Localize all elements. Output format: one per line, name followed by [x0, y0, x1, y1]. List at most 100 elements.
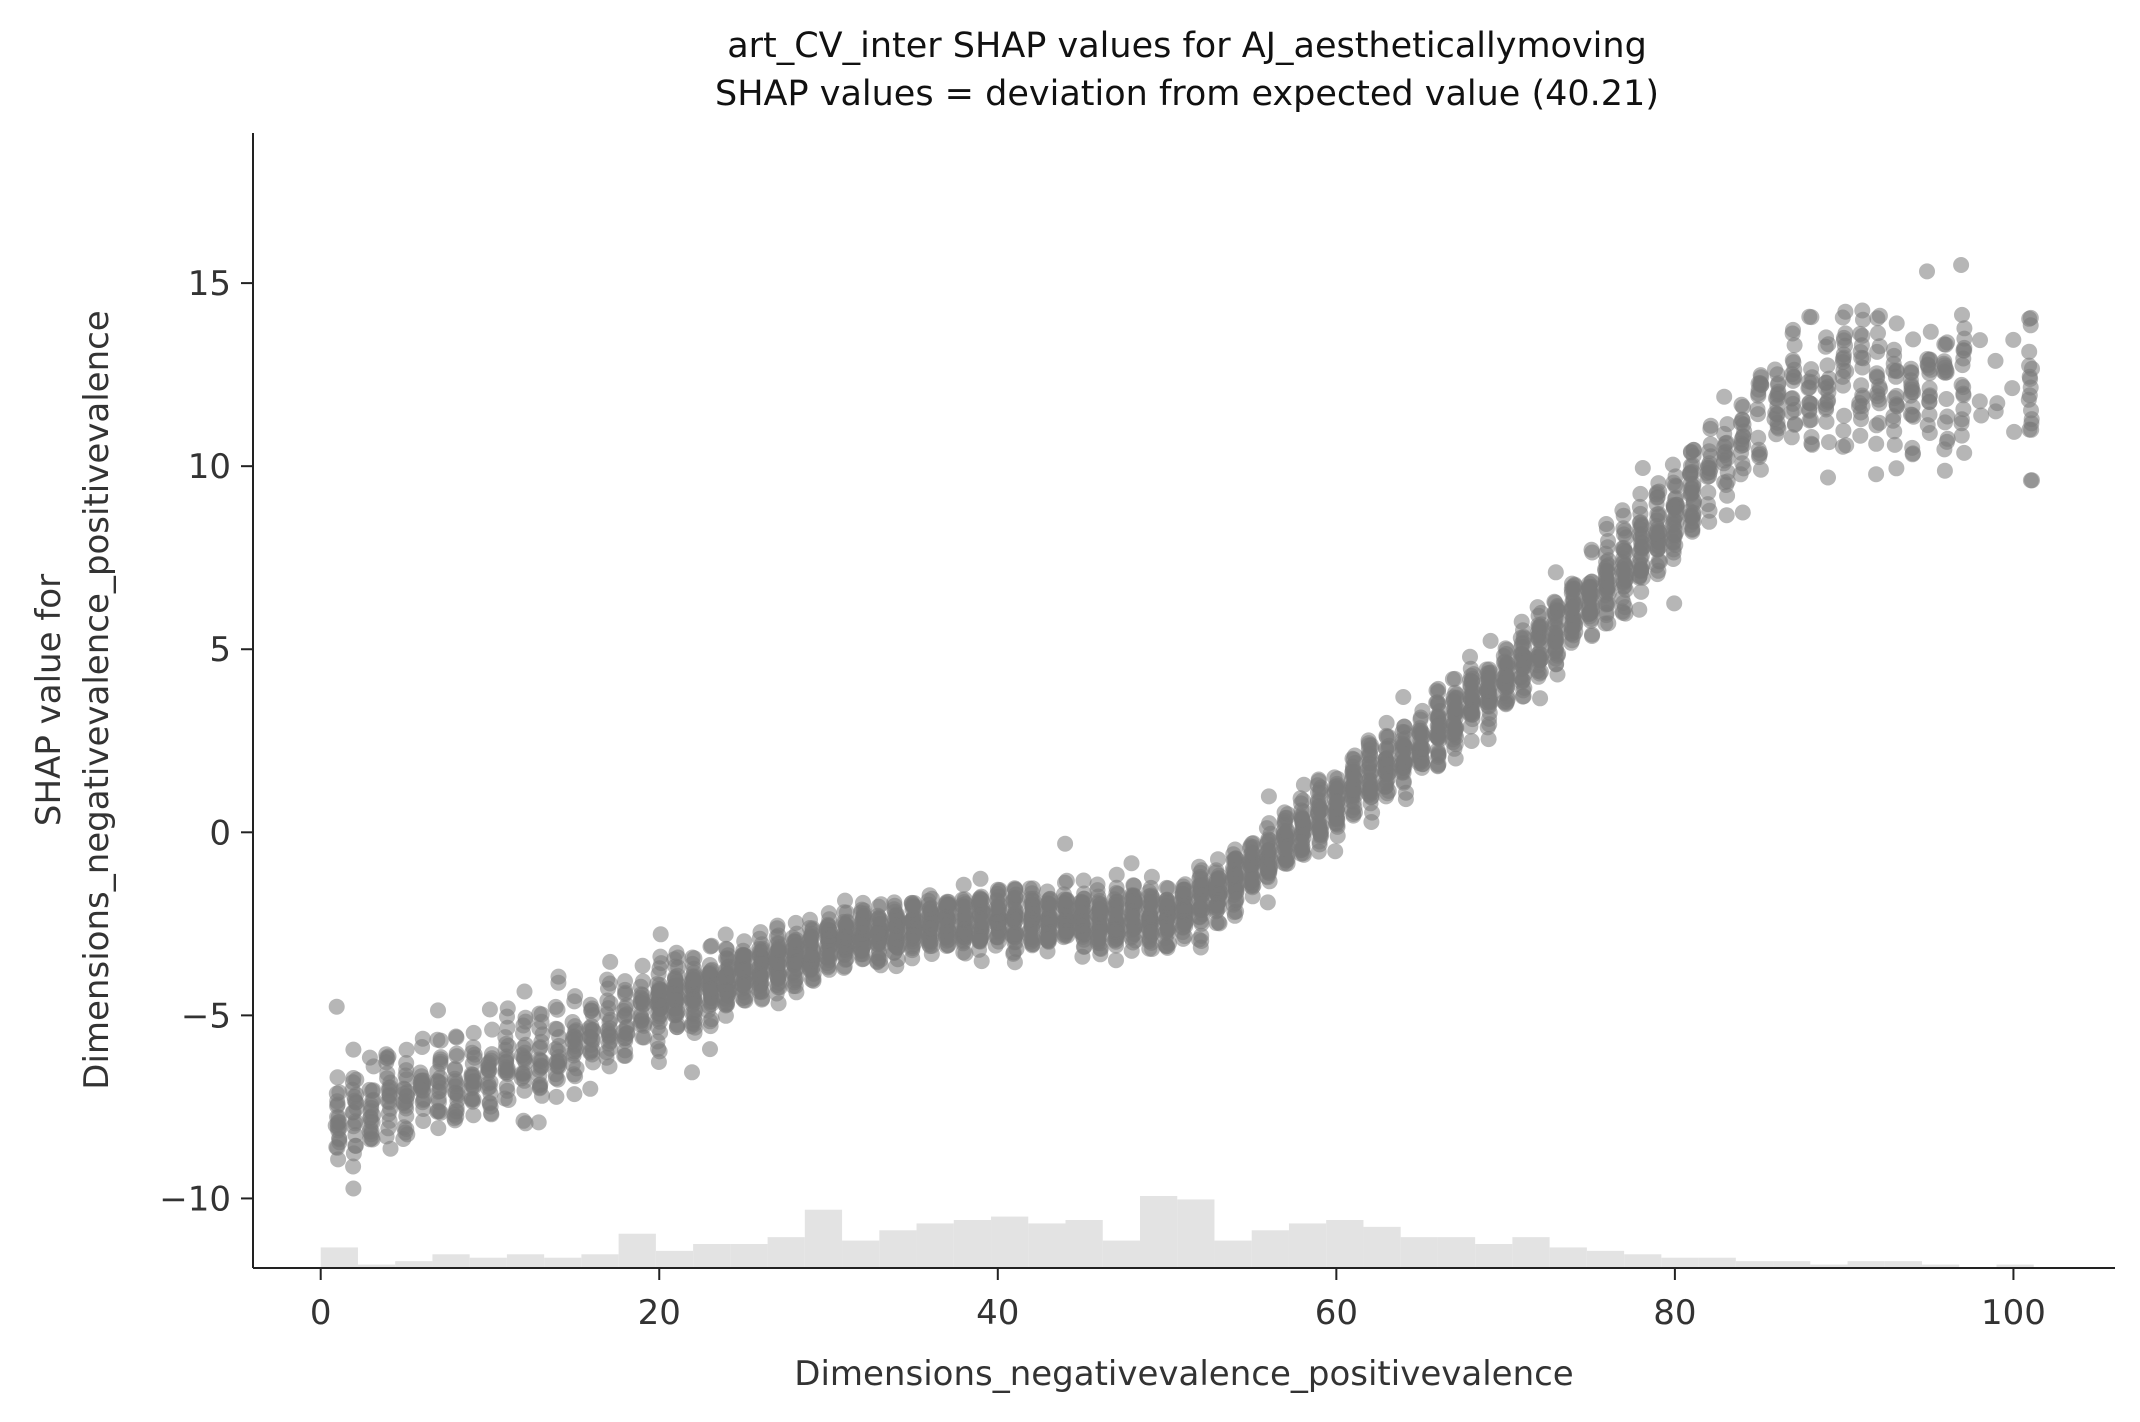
- scatter-point: [532, 1039, 549, 1056]
- scatter-point: [465, 1024, 482, 1041]
- scatter-point: [1428, 694, 1445, 711]
- scatter-point: [1564, 599, 1581, 616]
- scatter-point: [771, 954, 787, 971]
- scatter-point: [1648, 524, 1665, 540]
- scatter-point: [2022, 309, 2039, 326]
- scatter-point: [1210, 851, 1226, 868]
- scatter-point: [1329, 816, 1346, 833]
- scatter-point: [1973, 407, 1990, 424]
- scatter-point: [1888, 315, 1905, 332]
- histogram-bar: [1512, 1237, 1550, 1268]
- scatter-point: [636, 1029, 653, 1046]
- scatter-point: [1413, 750, 1430, 767]
- scatter-point: [1919, 356, 1936, 373]
- scatter-point: [686, 991, 703, 1008]
- scatter-point: [1344, 750, 1361, 767]
- y-tick-label: 5: [209, 630, 231, 670]
- scatter-point: [1953, 427, 1970, 444]
- histogram-bar: [581, 1254, 619, 1268]
- scatter-point: [1633, 516, 1650, 533]
- histogram-bar: [1698, 1257, 1736, 1268]
- y-tick-label: 15: [188, 264, 231, 304]
- scatter-point: [1109, 886, 1126, 902]
- x-tick-label: 80: [1653, 1293, 1696, 1333]
- histogram-bar: [1102, 1240, 1140, 1268]
- scatter-point: [1007, 902, 1024, 919]
- scatter-point: [1750, 429, 1767, 446]
- x-tick-label: 60: [1315, 1293, 1358, 1333]
- scatter-point: [1127, 917, 1144, 934]
- scatter-point: [1854, 359, 1871, 376]
- scatter-point: [601, 1058, 618, 1075]
- histogram-bar: [1773, 1261, 1811, 1268]
- scatter-point: [1665, 551, 1682, 567]
- scatter-point: [1360, 737, 1377, 754]
- scatter-point: [566, 993, 583, 1010]
- scatter-point: [719, 995, 735, 1011]
- scatter-point: [601, 975, 618, 992]
- scatter-point: [973, 953, 990, 970]
- scatter-point: [837, 892, 853, 909]
- scatter-point: [1497, 653, 1514, 670]
- scatter-point: [1329, 827, 1346, 844]
- scatter-point: [1752, 461, 1769, 478]
- scatter-point: [1785, 354, 1802, 371]
- scatter-point: [1210, 870, 1227, 886]
- scatter-point: [2021, 343, 2038, 360]
- scatter-point: [1819, 357, 1836, 374]
- scatter-point: [481, 1001, 498, 1018]
- scatter-point: [547, 1041, 564, 1058]
- scatter-point: [432, 1049, 449, 1066]
- scatter-point: [1752, 445, 1769, 462]
- scatter-point: [652, 926, 669, 943]
- scatter-point: [1093, 905, 1110, 922]
- scatter-point: [1123, 929, 1140, 946]
- scatter-point: [602, 953, 619, 970]
- scatter-point: [1852, 427, 1869, 444]
- scatter-point: [515, 1112, 532, 1129]
- y-tick-label: 10: [188, 447, 231, 487]
- histogram-bar: [395, 1261, 433, 1268]
- scatter-point: [1462, 718, 1479, 735]
- y-axis-ticks: −10 −5 0 5 10 15: [159, 264, 253, 1219]
- scatter-point: [617, 1032, 634, 1049]
- scatter-point: [365, 1058, 382, 1075]
- scatter-point: [1716, 474, 1733, 491]
- histogram-bar: [618, 1233, 656, 1268]
- scatter-point: [1414, 702, 1431, 719]
- scatter-point: [1749, 401, 1766, 418]
- scatter-point: [1666, 500, 1682, 517]
- scatter-point: [1480, 731, 1497, 748]
- scatter-point: [1378, 714, 1395, 731]
- scatter-point: [1548, 656, 1564, 673]
- scatter-point: [1530, 657, 1546, 674]
- scatter-point: [1905, 408, 1922, 425]
- scatter-point: [1633, 583, 1650, 600]
- scatter-point: [1668, 478, 1685, 495]
- scatter-point: [716, 978, 733, 994]
- y-tick-label: 0: [209, 813, 231, 853]
- scatter-point: [1295, 776, 1312, 793]
- scatter-point: [1261, 873, 1278, 890]
- histogram-bar: [1288, 1223, 1327, 1268]
- scatter-point: [1091, 928, 1107, 945]
- scatter-point: [1801, 402, 1818, 419]
- scatter-point: [1262, 851, 1279, 868]
- scatter-point: [1870, 391, 1887, 408]
- scatter-point: [516, 1082, 533, 1099]
- scatter-point: [1955, 387, 1972, 404]
- scatter-point: [1394, 735, 1411, 752]
- scatter-point: [1803, 309, 1820, 326]
- scatter-point: [1395, 689, 1412, 705]
- scatter-point: [1700, 484, 1717, 501]
- scatter-point: [1564, 632, 1581, 649]
- scatter-point: [1581, 575, 1598, 592]
- histogram-bar: [432, 1254, 470, 1268]
- scatter-point: [362, 1109, 379, 1126]
- scatter-point: [1953, 257, 1970, 273]
- scatter-point: [801, 931, 818, 948]
- scatter-point: [1871, 307, 1888, 324]
- scatter-point: [1260, 788, 1277, 805]
- scatter-point: [1700, 457, 1717, 474]
- histogram-bar: [804, 1209, 843, 1268]
